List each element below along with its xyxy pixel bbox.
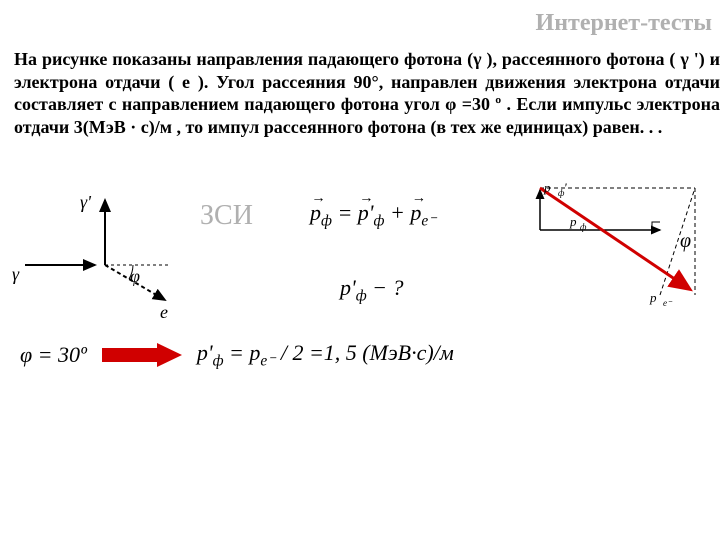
momentum-conservation-equation: pф = p'ф + pe⁻: [310, 200, 436, 230]
arrow-body: [102, 348, 157, 362]
p-phi-sub: ф: [580, 222, 587, 232]
scattering-diagram: γ' γ e φ: [10, 190, 180, 330]
gamma-label: γ: [12, 264, 20, 284]
p-electron-vector: [540, 188, 688, 288]
problem-text: На рисунке показаны направления падающег…: [14, 48, 720, 138]
electron-label: e: [160, 302, 168, 322]
arrow-head: [157, 343, 182, 367]
phi-30-label: φ = 30º: [20, 342, 87, 368]
result-equation: p'ф = pe⁻ / 2 =1, 5 (МэВ·с)/м: [197, 340, 454, 370]
header-title: Интернет-тесты: [536, 10, 712, 37]
phi-label-right: φ: [680, 230, 691, 253]
perpendicular-mark: [652, 222, 660, 230]
p-e-sub: e⁻: [663, 298, 673, 308]
result-row: φ = 30º p'ф = pe⁻ / 2 =1, 5 (МэВ·с)/м: [20, 340, 710, 370]
phi-label: φ: [130, 266, 140, 286]
unknown-equation: p'ф − ?: [340, 275, 404, 305]
implies-arrow-icon: [102, 343, 182, 367]
p-phi-prime-sub: ф: [558, 188, 565, 198]
gamma-prime-label: γ': [80, 192, 92, 212]
conservation-law-label: ЗСИ: [200, 200, 253, 232]
